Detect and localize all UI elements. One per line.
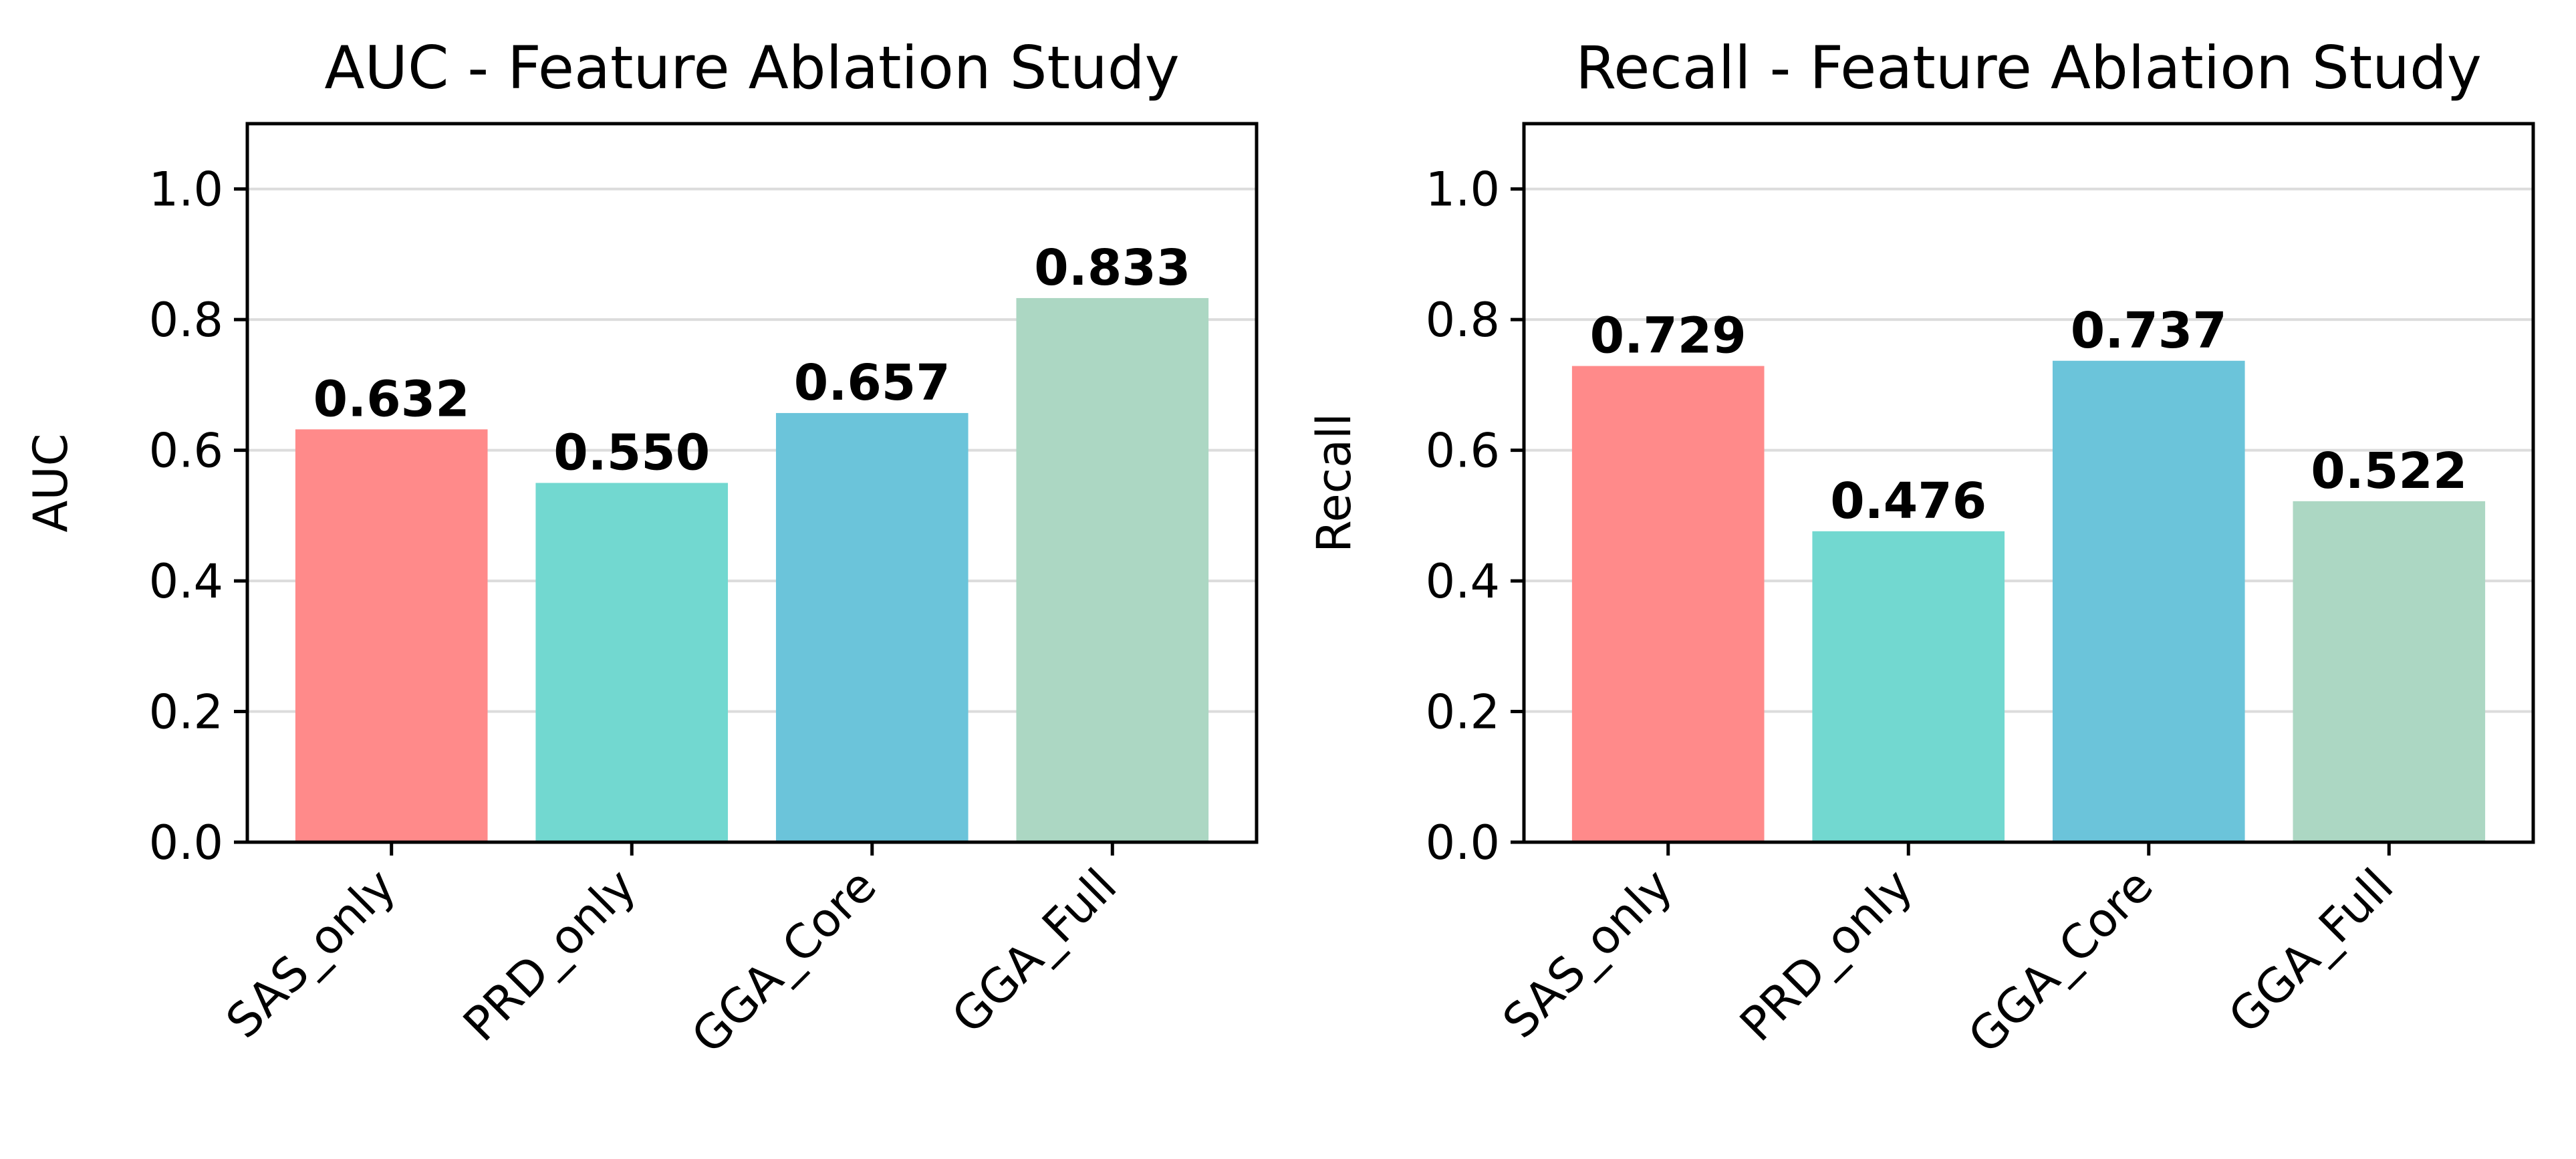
bar-sas-only [295,429,488,842]
y-tick-label: 0.0 [149,815,223,870]
bar-sas-only [1571,366,1765,842]
y-tick-label: 0.0 [1426,815,1500,870]
y-tick-label: 0.4 [1426,554,1500,609]
value-label: 0.550 [553,424,710,482]
value-label: 0.737 [2071,302,2227,360]
y-tick-label: 0.8 [1426,293,1500,348]
y-tick-label: 0.2 [149,685,223,740]
y-tick-label: 0.6 [149,424,223,479]
value-label: 0.522 [2311,442,2467,500]
plot-frame [1522,122,2535,844]
value-label: 0.833 [1034,239,1190,297]
bar-gga-full [2293,501,2486,842]
y-axis-label: Recall [1307,413,1362,553]
y-tick-label: 1.0 [1426,162,1500,217]
bar-gga-core [2052,360,2245,842]
value-label: 0.657 [794,354,950,412]
y-tick-label: 0.8 [149,293,223,348]
bar-prd-only [535,483,729,842]
chart-title: Recall - Feature Ablation Study [1575,33,2482,102]
bar-prd-only [1812,531,2005,842]
bar-gga-core [775,412,969,842]
value-label: 0.476 [1830,473,1986,530]
y-tick-label: 0.2 [1426,685,1500,740]
y-tick-label: 0.6 [1426,424,1500,479]
value-label: 0.632 [313,370,470,428]
plot-frame [245,122,1259,844]
y-tick-label: 0.4 [149,554,223,609]
value-label: 0.729 [1590,307,1747,365]
y-tick-label: 1.0 [149,162,223,217]
bar-gga-full [1016,297,1209,842]
chart-title: AUC - Feature Ablation Study [324,33,1179,102]
y-axis-label: AUC [23,434,78,533]
